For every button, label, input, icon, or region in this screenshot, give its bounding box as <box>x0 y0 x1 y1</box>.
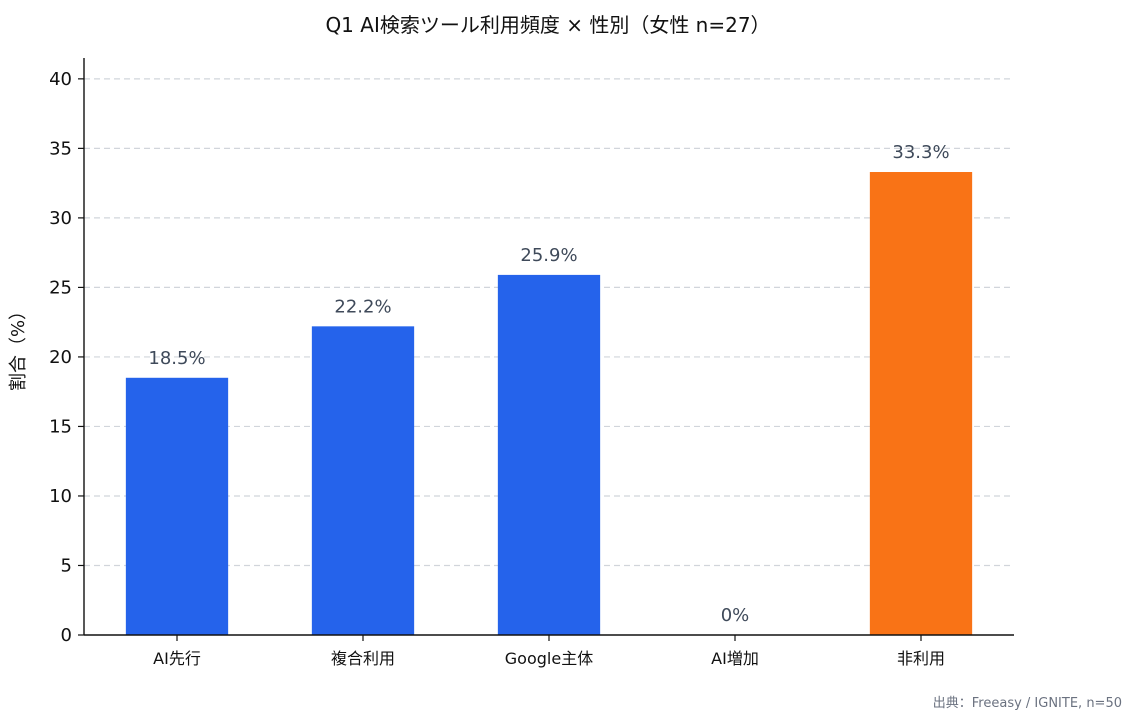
bar <box>311 326 415 635</box>
source-note: 出典：Freeasy / IGNITE, n=50 <box>933 696 1122 711</box>
y-tick-label: 10 <box>49 486 72 507</box>
x-tick-label: AI増加 <box>711 649 759 668</box>
bar <box>125 377 229 635</box>
value-label: 33.3% <box>892 142 949 163</box>
y-tick-label: 30 <box>49 208 72 229</box>
x-tick-label: 複合利用 <box>331 649 395 668</box>
x-tick-label: Google主体 <box>505 649 593 668</box>
y-tick-label: 40 <box>49 69 72 90</box>
value-label: 25.9% <box>520 245 577 266</box>
x-ticks: AI先行 複合利用 Google主体 AI増加 非利用 <box>153 635 945 668</box>
y-tick-label: 20 <box>49 347 72 368</box>
y-axis-label: 割合（%） <box>8 302 29 391</box>
bar <box>497 274 601 635</box>
y-tick-label: 15 <box>49 416 72 437</box>
y-tick-label: 35 <box>49 138 72 159</box>
value-label: 22.2% <box>334 296 391 317</box>
chart-title: Q1 AI検索ツール利用頻度 × 性別（女性 n=27） <box>325 13 770 37</box>
y-tick-label: 5 <box>61 555 72 576</box>
y-tick-label: 0 <box>61 625 72 646</box>
y-ticks: 0 5 10 15 20 25 30 35 40 <box>49 69 84 646</box>
x-tick-label: AI先行 <box>153 649 201 668</box>
value-label: 0% <box>721 605 750 626</box>
bars <box>125 172 973 635</box>
bar <box>869 172 973 635</box>
x-tick-label: 非利用 <box>897 649 945 668</box>
y-tick-label: 25 <box>49 277 72 298</box>
value-labels: 18.5% 22.2% 25.9% 0% 33.3% <box>148 142 949 626</box>
value-label: 18.5% <box>148 348 205 369</box>
